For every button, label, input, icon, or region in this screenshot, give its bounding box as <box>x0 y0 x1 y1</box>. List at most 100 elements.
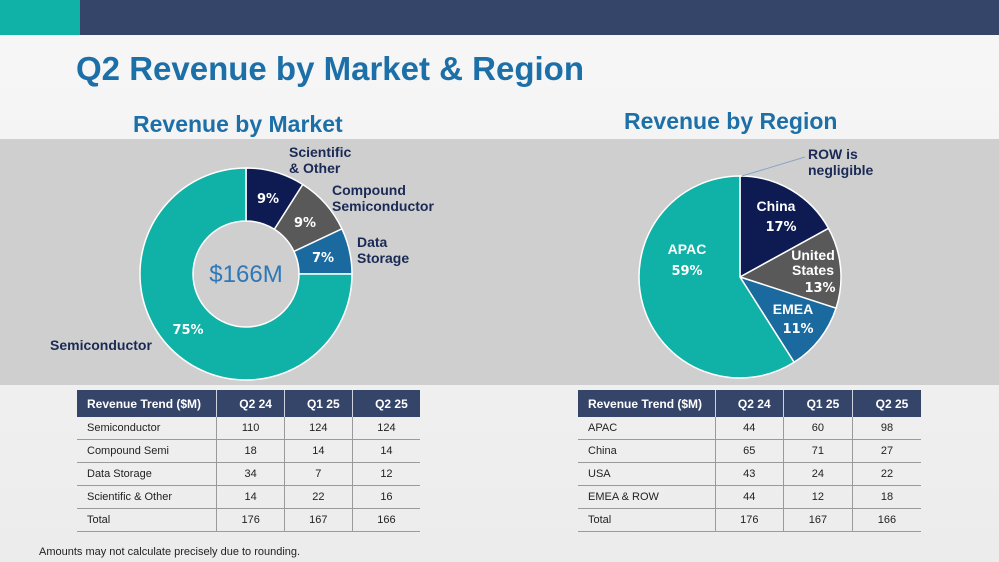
apac-region-label-line: APAC <box>668 241 707 257</box>
table-cell: 71 <box>782 439 853 463</box>
semiconductor-category-label: Semiconductor <box>50 337 152 353</box>
row-callout-label-line: negligible <box>808 162 874 178</box>
emea-region-label-line: EMEA <box>773 301 813 317</box>
table-header-cell: Q1 25 <box>283 390 353 417</box>
table-cell: 166 <box>351 508 420 532</box>
table-header-cell: Q2 24 <box>216 390 285 417</box>
market-chart-title: Revenue by Market <box>133 111 343 137</box>
table-row: Scientific & Other 14 22 16 <box>77 485 420 509</box>
scientific-category-label-line: Scientific <box>289 144 351 160</box>
table-cell: 18 <box>216 439 285 463</box>
semiconductor-category-label-line: Semiconductor <box>50 337 152 353</box>
table-row: Total 176 167 166 <box>77 508 420 532</box>
region-trend-table: Revenue Trend ($M) Q2 24 Q1 25 Q2 25 APAC 44… <box>578 390 921 532</box>
emea-region-label: EMEA <box>773 301 813 317</box>
china-region-label-line: China <box>757 198 796 214</box>
table-cell: 176 <box>216 508 285 532</box>
donut-center-total: $166M <box>209 261 282 288</box>
table-row: Compound Semi 18 14 14 <box>77 439 420 463</box>
table-cell: 24 <box>782 462 853 486</box>
compound-category-label: Compound Semiconductor <box>332 182 434 214</box>
table-header-row: Revenue Trend ($M) Q2 24 Q1 25 Q2 25 <box>578 390 921 417</box>
table-cell: 12 <box>782 485 853 509</box>
table-row: USA 43 24 22 <box>578 462 921 486</box>
market-trend-table: Revenue Trend ($M) Q2 24 Q1 25 Q2 25 Semico… <box>77 390 420 532</box>
table-cell: Total <box>77 508 217 532</box>
table-cell: Total <box>578 508 716 532</box>
table-row: Data Storage 34 7 12 <box>77 462 420 486</box>
table-header-cell: Q2 25 <box>851 390 921 417</box>
table-cell: 22 <box>283 485 353 509</box>
region-chart-title: Revenue by Region <box>624 108 838 134</box>
united-states-percent-label: 13% <box>804 281 835 296</box>
table-cell: Compound Semi <box>77 439 217 463</box>
table-cell: 43 <box>714 462 784 486</box>
apac-region-label: APAC <box>668 241 707 257</box>
table-cell: 18 <box>851 485 921 509</box>
semiconductor-slice <box>139 167 353 381</box>
table-cell: Semiconductor <box>77 417 217 440</box>
table-header-cell: Revenue Trend ($M) <box>578 390 716 417</box>
scientific-category-label-line: & Other <box>289 160 341 176</box>
table-cell: EMEA & ROW <box>578 485 716 509</box>
emea-percent-label: 11% <box>782 322 813 337</box>
table-cell: Data Storage <box>77 462 217 486</box>
table-cell: 98 <box>851 417 921 440</box>
table-row: China 65 71 27 <box>578 439 921 463</box>
table-cell: 60 <box>782 417 853 440</box>
table-cell: 27 <box>851 439 921 463</box>
table-cell: Scientific & Other <box>77 485 217 509</box>
table-cell: 22 <box>851 462 921 486</box>
table-row: Semiconductor 110 124 124 <box>77 417 420 440</box>
table-cell: 14 <box>283 439 353 463</box>
compound-category-label-line: Semiconductor <box>332 198 434 214</box>
table-row: APAC 44 60 98 <box>578 417 921 440</box>
table-row: EMEA & ROW 44 12 18 <box>578 485 921 509</box>
table-cell: 166 <box>851 508 921 532</box>
table-cell: 7 <box>283 462 353 486</box>
row-callout-label-line: ROW is <box>808 146 858 162</box>
apac-slice <box>638 175 796 379</box>
semiconductor-percent-label: 75% <box>172 323 203 338</box>
data-storage-category-label-line: Storage <box>357 250 409 266</box>
data-storage-category-label-line: Data <box>357 234 388 250</box>
table-cell: 176 <box>714 508 784 532</box>
table-cell: 65 <box>714 439 784 463</box>
page-title: Q2 Revenue by Market & Region <box>76 50 584 87</box>
table-cell: USA <box>578 462 716 486</box>
united-states-slice <box>738 227 842 310</box>
row-callout-label: ROW is negligible <box>808 146 874 178</box>
data-storage-percent-label: 7% <box>312 251 334 266</box>
united-states-region-label-line: United <box>791 247 835 263</box>
scientific-category-label: Scientific & Other <box>289 144 351 176</box>
table-cell: 124 <box>283 417 353 440</box>
table-cell: 34 <box>216 462 285 486</box>
table-header-cell: Q1 25 <box>782 390 853 417</box>
table-cell: 44 <box>714 485 784 509</box>
table-cell: 44 <box>714 417 784 440</box>
table-cell: APAC <box>578 417 716 440</box>
footnote: Amounts may not calculate precisely due … <box>39 546 301 558</box>
top-banner-accent <box>0 0 80 35</box>
table-cell: China <box>578 439 716 463</box>
table-header-cell: Revenue Trend ($M) <box>77 390 217 417</box>
table-cell: 16 <box>351 485 420 509</box>
table-row: Total 176 167 166 <box>578 508 921 532</box>
compound-category-label-line: Compound <box>332 182 406 198</box>
apac-percent-label: 59% <box>671 264 702 279</box>
data-storage-category-label: Data Storage <box>357 234 409 266</box>
table-cell: 12 <box>351 462 420 486</box>
table-cell: 167 <box>782 508 853 532</box>
scientific-percent-label: 9% <box>257 192 279 207</box>
united-states-region-label-line: States <box>792 262 834 278</box>
china-slice <box>739 175 830 279</box>
table-cell: 14 <box>216 485 285 509</box>
china-region-label: China <box>757 198 796 214</box>
table-header-row: Revenue Trend ($M) Q2 24 Q1 25 Q2 25 <box>77 390 420 417</box>
top-banner <box>0 0 999 35</box>
table-cell: 14 <box>351 439 420 463</box>
table-header-cell: Q2 25 <box>351 390 420 417</box>
table-cell: 167 <box>283 508 353 532</box>
emea-slice <box>738 275 838 364</box>
